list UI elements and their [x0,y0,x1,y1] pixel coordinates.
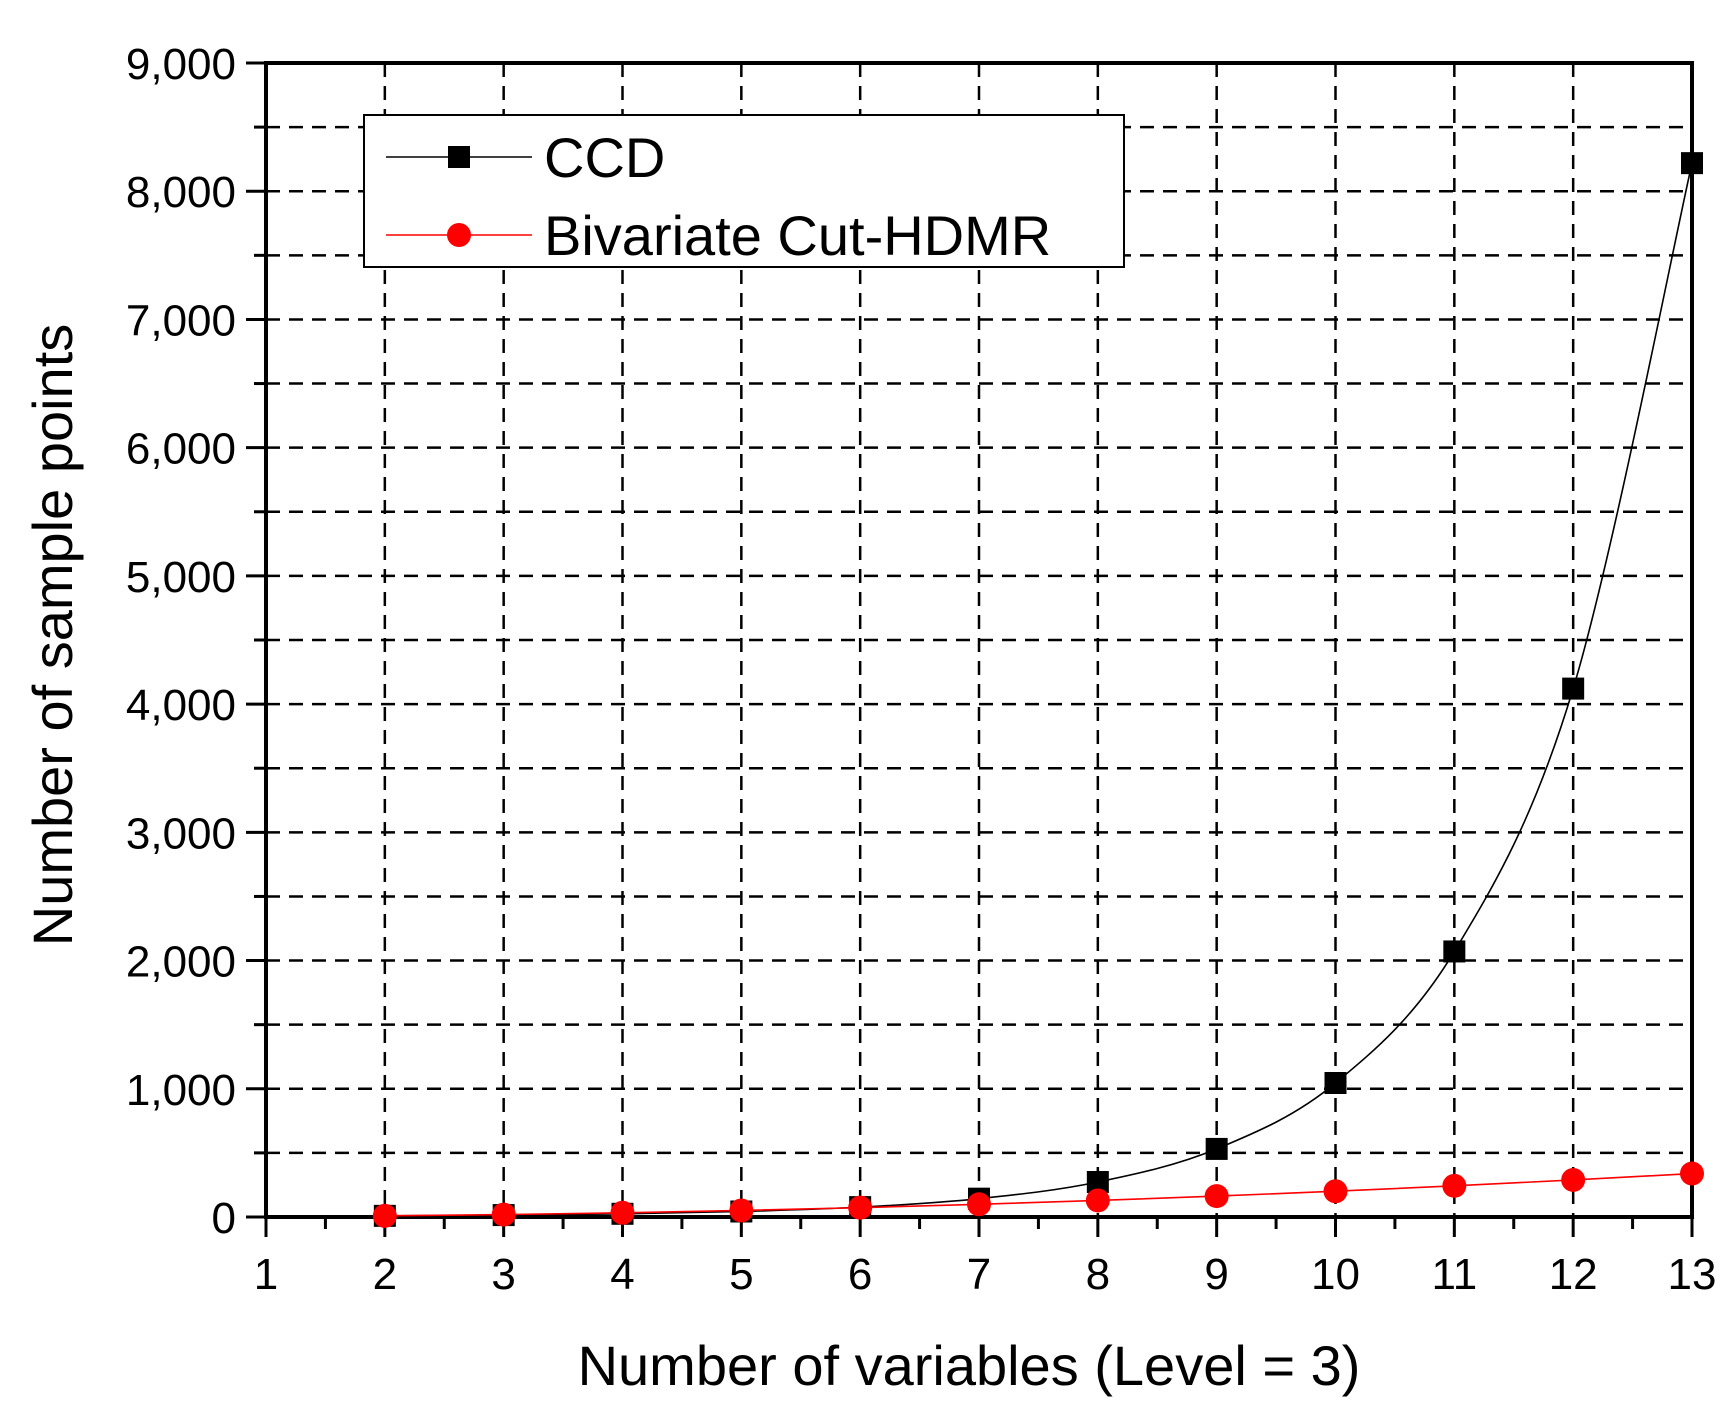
x-tick-label: 12 [1549,1250,1598,1299]
data-point-bivariate-cut-hdmr [848,1195,873,1220]
y-tick-label: 6,000 [126,425,236,474]
data-point-ccd [1562,677,1585,700]
data-point-bivariate-cut-hdmr [1442,1173,1467,1198]
x-tick-label: 13 [1668,1250,1717,1299]
x-tick-label: 5 [729,1250,753,1299]
data-point-ccd [1086,1170,1109,1193]
x-tick-label: 1 [254,1250,278,1299]
data-point-ccd [1205,1137,1228,1160]
y-tick-label: 1,000 [126,1066,236,1115]
x-tick-label: 4 [610,1250,634,1299]
data-point-bivariate-cut-hdmr [729,1198,754,1223]
data-point-ccd [1324,1072,1347,1095]
y-tick-label: 7,000 [126,296,236,345]
y-tick-label: 4,000 [126,681,236,730]
x-tick-label: 11 [1431,1250,1477,1299]
x-axis-title: Number of variables (Level = 3) [578,1334,1361,1397]
ticks: 1 2 3 4 5 6 7 8 9 10 11 12 1301,0002,0003,0004,0005,… [126,40,1717,1299]
y-tick-label: 0 [212,1194,236,1243]
y-tick-label: 9,000 [126,40,236,89]
legend-entry-ccd: CCD [386,126,665,189]
x-tick-label: 10 [1311,1250,1360,1299]
y-axis-title: Number of sample points [21,324,84,947]
legend-label: CCD [544,126,665,189]
data-point-ccd [1443,940,1466,963]
legend-entry-bivariate-cut-hdmr: Bivariate Cut-HDMR [386,204,1051,267]
x-tick-label: 8 [1086,1250,1110,1299]
legend-marker-circle [447,223,471,247]
x-tick-label: 2 [373,1250,397,1299]
x-tick-label: 6 [848,1250,872,1299]
data-point-bivariate-cut-hdmr [372,1203,397,1228]
data-point-bivariate-cut-hdmr [610,1200,635,1225]
x-tick-label: 9 [1204,1250,1228,1299]
data-point-bivariate-cut-hdmr [1680,1161,1704,1186]
data-point-bivariate-cut-hdmr [1323,1179,1348,1204]
series-line-bivariate-cut-hdmr [384,1172,1693,1217]
data-point-bivariate-cut-hdmr [1561,1167,1586,1192]
series-ccd [373,152,1703,1227]
series [372,152,1704,1228]
series-line-ccd [384,162,1693,1217]
legend-label: Bivariate Cut-HDMR [544,204,1051,267]
x-tick-label: 7 [967,1250,991,1299]
legend-box [363,114,1125,268]
data-point-bivariate-cut-hdmr [491,1202,516,1227]
data-point-bivariate-cut-hdmr [1204,1184,1229,1209]
y-tick-label: 5,000 [126,553,236,602]
data-point-bivariate-cut-hdmr [1085,1188,1110,1213]
legend-marker-square [448,146,470,168]
y-tick-label: 2,000 [126,938,236,987]
y-tick-label: 8,000 [126,168,236,217]
data-point-bivariate-cut-hdmr [967,1192,991,1217]
y-tick-label: 3,000 [126,809,236,858]
x-tick-label: 3 [491,1250,515,1299]
series-bivariate-cut-hdmr [372,1161,1704,1228]
legend: CCD Bivariate Cut-HDMR [363,114,1125,268]
data-point-ccd [1681,152,1703,175]
